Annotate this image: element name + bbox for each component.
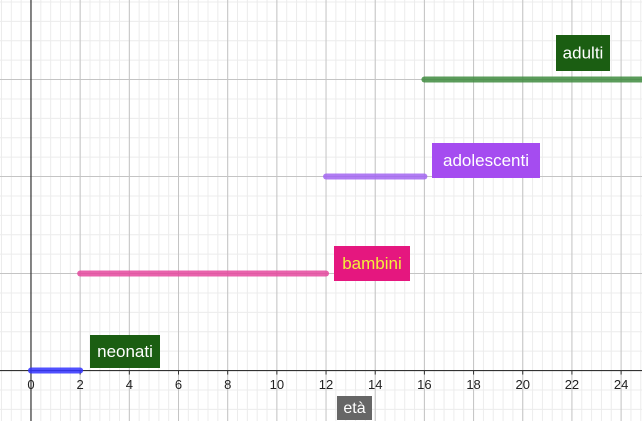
segment-label: neonati	[90, 335, 160, 368]
label-bg	[556, 35, 610, 71]
x-axis-label-text: età	[343, 400, 365, 417]
x-tick-label: 2	[77, 377, 84, 392]
x-tick-label: 14	[368, 377, 382, 392]
x-tick-label: 20	[516, 377, 530, 392]
x-tick-label: 18	[466, 377, 480, 392]
label-text: adolescenti	[443, 151, 529, 170]
x-tick-label: 12	[319, 377, 333, 392]
x-tick-label: 4	[126, 377, 133, 392]
label-text: adulti	[563, 43, 604, 62]
label-bg	[334, 246, 410, 281]
x-tick-label: 16	[417, 377, 431, 392]
x-tick-label: 22	[565, 377, 579, 392]
segment-label: bambini	[334, 246, 410, 281]
x-tick-label: 6	[175, 377, 182, 392]
label-bg	[432, 143, 540, 178]
segment-label: adulti	[556, 35, 610, 71]
x-axis-label: età	[337, 396, 372, 420]
segment-label: adolescenti	[432, 143, 540, 178]
x-tick-label: 10	[270, 377, 284, 392]
x-tick-label: 8	[224, 377, 231, 392]
label-bg	[90, 335, 160, 368]
x-tick-label: 24	[614, 377, 628, 392]
label-text: bambini	[342, 254, 402, 273]
x-axis-label-bg	[337, 396, 372, 420]
label-text: neonati	[97, 342, 153, 361]
x-tick-label: 0	[27, 377, 34, 392]
